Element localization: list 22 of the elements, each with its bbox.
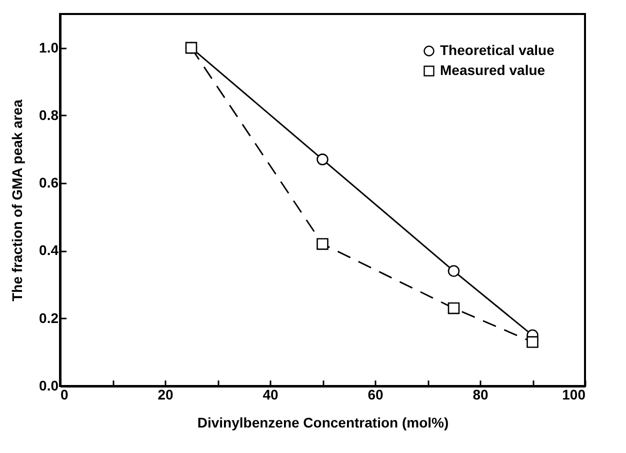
point bbox=[448, 265, 460, 277]
x-tick-label: 60 bbox=[368, 386, 384, 402]
y-tick-label: 0.2 bbox=[39, 310, 59, 326]
y-tick-label: 1.0 bbox=[39, 39, 59, 56]
x-tick-label: 0 bbox=[60, 386, 68, 402]
point bbox=[526, 336, 538, 348]
legend-label: Theoretical value bbox=[440, 42, 555, 58]
point bbox=[448, 302, 460, 314]
point bbox=[316, 154, 328, 166]
y-axis-title: The fraction of GMA peak area bbox=[9, 99, 26, 302]
x-axis-title: Divinylbenzene Concentration (mol%) bbox=[197, 414, 449, 430]
x-tick-label: 100 bbox=[562, 386, 586, 402]
y-tick-label: 0.8 bbox=[39, 106, 59, 123]
point bbox=[185, 42, 198, 54]
x-tick-label: 80 bbox=[472, 386, 488, 402]
y-tick-label: 0.6 bbox=[39, 174, 59, 191]
point bbox=[316, 238, 328, 250]
legend-label: Measured value bbox=[440, 62, 546, 78]
x-tick-label: 40 bbox=[262, 386, 278, 402]
y-tick-label: 0.4 bbox=[39, 242, 59, 258]
x-tick-label: 20 bbox=[158, 386, 174, 402]
y-tick-label: 0.0 bbox=[39, 378, 59, 394]
